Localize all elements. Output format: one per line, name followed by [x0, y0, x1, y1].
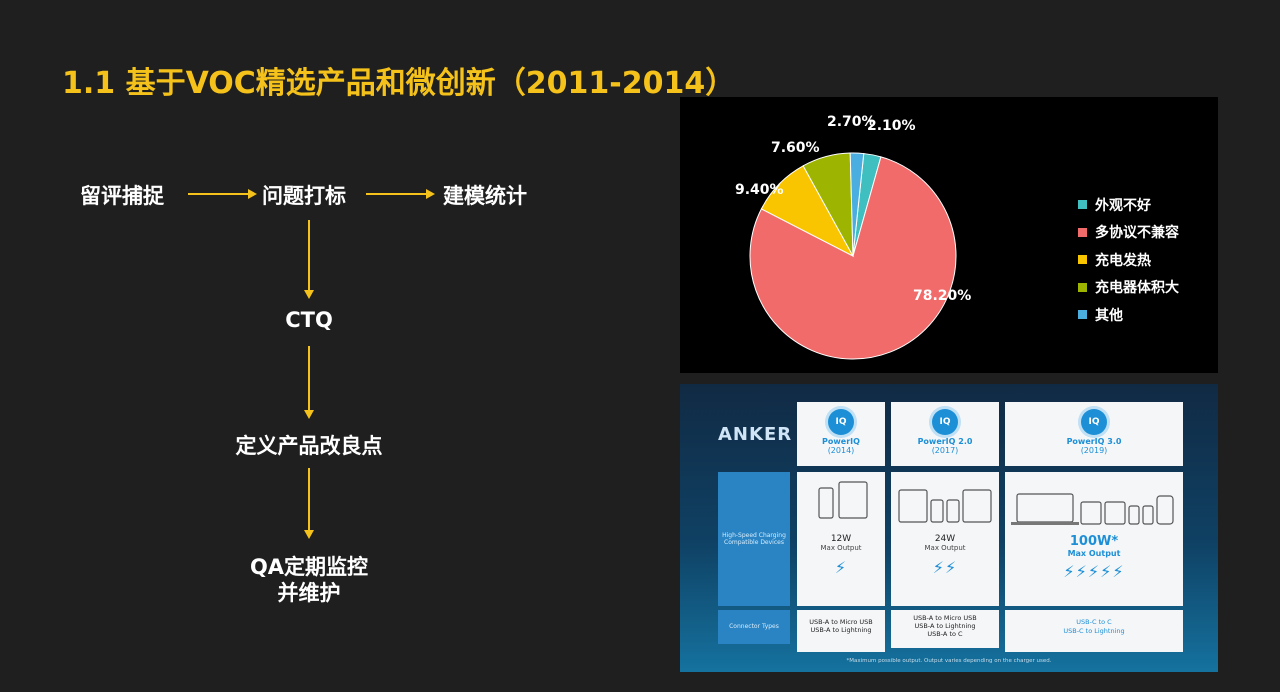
connector-type: USB-C to C	[1076, 618, 1112, 626]
data-label: 78.20%	[913, 288, 971, 304]
flow-arrowhead-3	[304, 290, 314, 299]
poweriq-2-name: PowerIQ 2.0	[917, 437, 973, 446]
legend-item: 充电发热	[1078, 246, 1179, 274]
poweriq-1-header: IQ PowerIQ (2014)	[797, 402, 885, 466]
lightning-bolt-icon: ⚡	[834, 558, 848, 577]
flow-step-review-capture: 留评捕捉	[80, 184, 164, 208]
connector-type: USB-A to Lightning	[914, 622, 976, 630]
pie-slice	[849, 152, 865, 257]
legend-label: 其他	[1095, 307, 1123, 324]
page-title: 1.1 基于VOC精选产品和微创新（2011-2014）	[62, 66, 736, 101]
poweriq-2-devices: 24W Max Output ⚡⚡	[891, 472, 999, 606]
flow-arrow-4	[308, 346, 310, 412]
legend-swatch	[1078, 282, 1087, 292]
legend-label: 充电发热	[1095, 252, 1151, 269]
flow-arrowhead-2	[426, 189, 435, 199]
data-label: 2.10%	[867, 118, 916, 134]
legend-swatch	[1078, 227, 1087, 237]
flow-step-qa-monitor: QA定期监控 并维护	[209, 554, 409, 606]
connector-type: USB-A to Micro USB	[809, 618, 873, 626]
poweriq-2-header: IQ PowerIQ 2.0 (2017)	[891, 402, 999, 466]
devices-icon	[1011, 493, 1174, 525]
poweriq-icon: IQ	[1081, 409, 1107, 435]
flow-step-issue-tagging: 问题打标	[262, 184, 346, 208]
lightning-bolt-icon: ⚡⚡⚡⚡⚡	[1063, 562, 1125, 581]
legend-item: 其他	[1078, 301, 1179, 329]
poweriq-1-max-output: Max Output	[820, 544, 862, 552]
legend-label: 多协议不兼容	[1095, 225, 1179, 242]
poweriq-3-header: IQ PowerIQ 3.0 (2019)	[1005, 402, 1183, 466]
anker-poweriq-panel: ANKER IQ PowerIQ (2014) IQ PowerIQ 2.0 (…	[680, 384, 1218, 672]
data-label: 7.60%	[771, 140, 820, 156]
poweriq-2-watt: 24W	[934, 534, 956, 544]
devices-icon	[898, 489, 992, 523]
poweriq-icon: IQ	[932, 409, 958, 435]
flow-step-ctq: CTQ	[285, 308, 333, 332]
poweriq-1-year: (2014)	[827, 446, 855, 455]
flow-arrowhead-5	[304, 530, 314, 539]
poweriq-3-devices: 100W* Max Output ⚡⚡⚡⚡⚡	[1005, 472, 1183, 606]
data-label: 9.40%	[735, 182, 784, 198]
pie-chart-panel: 2.70% 78.20% 9.40% 7.60% 2.10% 外观不好多协议不兼容 充电发…	[680, 97, 1218, 373]
pie-slice	[749, 156, 957, 360]
legend-swatch	[1078, 255, 1087, 265]
poweriq-2-connectors: USB-A to Micro USB USB-A to Lightning US…	[891, 610, 999, 648]
row-label-connectors: Connector Types	[718, 610, 790, 644]
pie-chart: 2.70% 78.20% 9.40% 7.60% 2.10%	[735, 114, 971, 360]
flow-step-qa-line1: QA定期监控	[249, 555, 369, 579]
poweriq-icon: IQ	[828, 409, 854, 435]
flow-arrowhead-1	[248, 189, 257, 199]
poweriq-1-watt: 12W	[830, 534, 852, 544]
legend-item: 外观不好	[1078, 191, 1179, 219]
row-label-devices: High-Speed Charging Compatible Devices	[718, 472, 790, 606]
poweriq-3-max-output: Max Output	[1067, 549, 1121, 558]
flow-arrow-5	[308, 468, 310, 532]
flow-arrow-2	[366, 193, 426, 195]
poweriq-3-connectors: USB-C to C USB-C to Lightning	[1005, 610, 1183, 652]
poweriq-2-max-output: Max Output	[924, 544, 966, 552]
flow-arrow-1	[188, 193, 248, 195]
poweriq-1-connectors: USB-A to Micro USB USB-A to Lightning	[797, 610, 885, 652]
anker-logo: ANKER	[718, 424, 793, 445]
poweriq-3-watt: 100W*	[1069, 534, 1119, 549]
poweriq-1-devices: 12W Max Output ⚡	[797, 472, 885, 606]
legend-label: 充电器体积大	[1095, 280, 1179, 297]
poweriq-3-year: (2019)	[1080, 446, 1108, 455]
poweriq-2-year: (2017)	[931, 446, 959, 455]
flow-step-qa-line2: 并维护	[277, 581, 341, 605]
poweriq-3-name: PowerIQ 3.0	[1066, 437, 1122, 446]
connector-type: USB-A to C	[927, 630, 963, 638]
lightning-bolt-icon: ⚡⚡	[932, 558, 958, 577]
connector-type: USB-A to Micro USB	[913, 614, 977, 622]
chart-legend: 外观不好多协议不兼容 充电发热充电器体积大 其他	[1078, 191, 1179, 329]
connector-type: USB-C to Lightning	[1063, 627, 1125, 635]
legend-item: 多协议不兼容	[1078, 219, 1179, 247]
devices-icon	[818, 481, 868, 519]
flow-arrow-3	[308, 220, 310, 292]
connector-type: USB-A to Lightning	[810, 626, 872, 634]
flow-step-modeling-stats: 建模统计	[443, 184, 527, 208]
poweriq-1-name: PowerIQ	[822, 437, 860, 446]
anker-footnote: *Maximum possible output. Output varies …	[846, 658, 1052, 664]
legend-swatch	[1078, 200, 1087, 210]
flow-arrowhead-4	[304, 410, 314, 419]
data-label: 2.70%	[827, 114, 876, 130]
legend-label: 外观不好	[1095, 197, 1151, 214]
legend-swatch	[1078, 310, 1087, 320]
flow-step-define-improvements: 定义产品改良点	[235, 434, 383, 458]
legend-item: 充电器体积大	[1078, 274, 1179, 302]
